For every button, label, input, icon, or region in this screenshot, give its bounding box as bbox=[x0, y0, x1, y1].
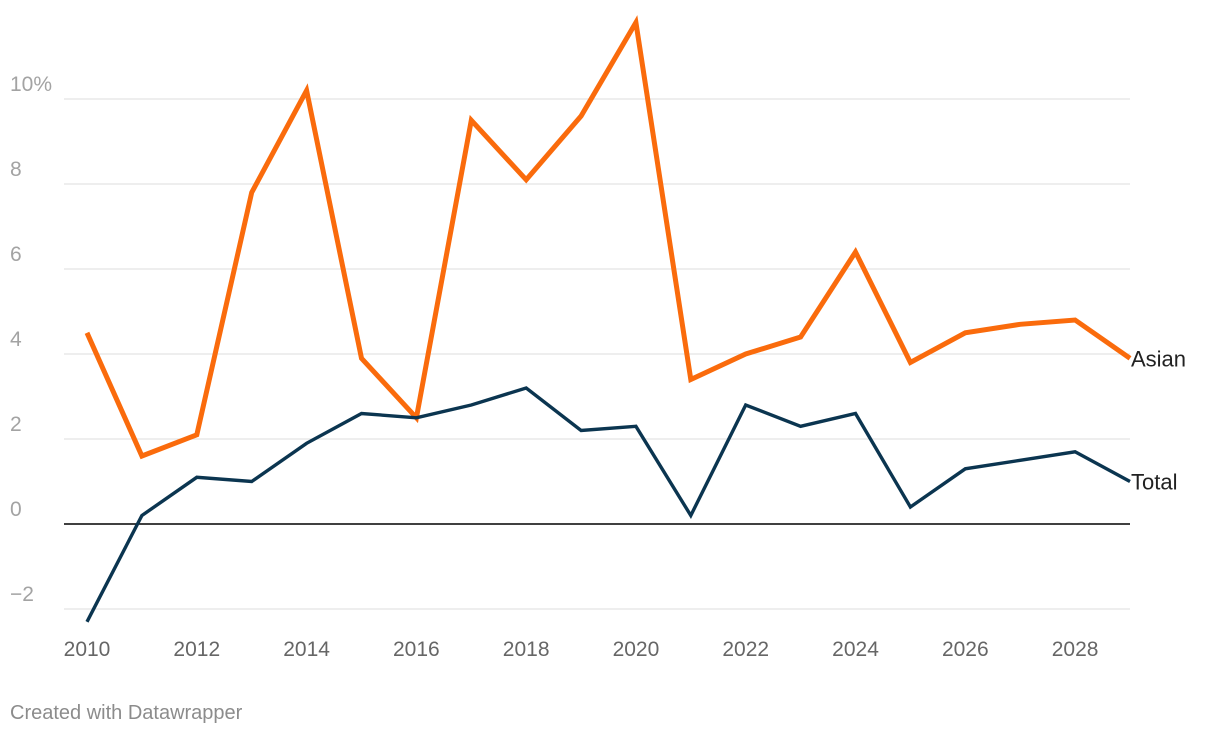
series-label-total: Total bbox=[1131, 470, 1177, 495]
x-axis-tick-labels: 2010 2012 2014 2016 2018 2020 2022 2024 2026 2028 bbox=[64, 638, 1099, 661]
x-tick-label: 2022 bbox=[722, 638, 769, 661]
x-tick-label: 2012 bbox=[173, 638, 220, 661]
y-tick-label: 4 bbox=[10, 328, 22, 351]
y-axis-tick-labels: −2 0 2 4 6 8 10% bbox=[10, 73, 52, 606]
series-labels: Asian Total bbox=[1131, 346, 1186, 494]
y-tick-label: 2 bbox=[10, 413, 22, 436]
x-tick-label: 2016 bbox=[393, 638, 440, 661]
series-label-asian: Asian bbox=[1131, 346, 1186, 371]
y-gridlines bbox=[64, 98, 1130, 610]
x-tick-label: 2024 bbox=[832, 638, 879, 661]
y-tick-label: 8 bbox=[10, 158, 22, 181]
series-lines bbox=[84, 15, 1132, 623]
credit-text: Created with Datawrapper bbox=[10, 702, 243, 724]
y-tick-label: 0 bbox=[10, 498, 22, 521]
series-line-asian bbox=[84, 15, 1132, 460]
y-tick-label: −2 bbox=[10, 583, 34, 606]
series-line-total bbox=[85, 386, 1131, 623]
x-tick-label: 2028 bbox=[1052, 638, 1099, 661]
x-tick-label: 2010 bbox=[64, 638, 111, 661]
y-tick-label: 10% bbox=[10, 73, 52, 96]
x-tick-label: 2020 bbox=[613, 638, 660, 661]
x-tick-label: 2014 bbox=[283, 638, 330, 661]
x-tick-label: 2026 bbox=[942, 638, 989, 661]
x-tick-label: 2018 bbox=[503, 638, 550, 661]
y-tick-label: 6 bbox=[10, 243, 22, 266]
